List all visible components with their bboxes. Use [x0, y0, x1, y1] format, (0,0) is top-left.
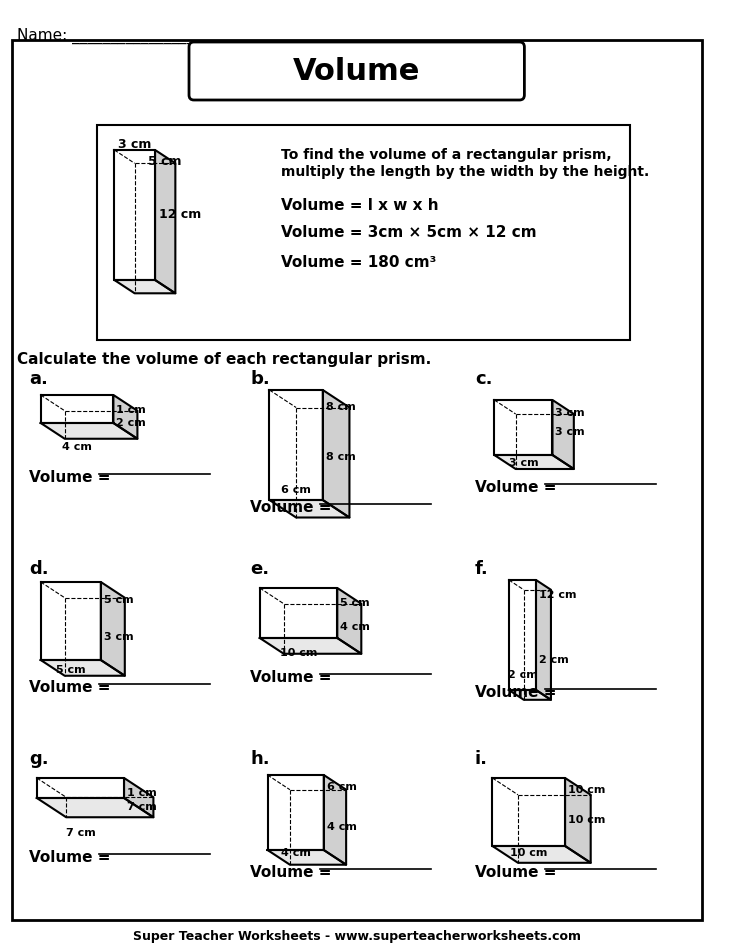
FancyBboxPatch shape — [189, 42, 524, 100]
Polygon shape — [565, 778, 591, 863]
Text: 5 cm: 5 cm — [340, 598, 370, 608]
Text: 7 cm: 7 cm — [127, 802, 157, 812]
Text: 10 cm: 10 cm — [280, 648, 317, 658]
Text: 6 cm: 6 cm — [327, 782, 356, 792]
Text: Super Teacher Worksheets - www.superteacherworksheets.com: Super Teacher Worksheets - www.superteac… — [132, 930, 581, 943]
Polygon shape — [324, 775, 346, 864]
Text: 3 cm: 3 cm — [118, 138, 152, 151]
Text: 2 cm: 2 cm — [116, 418, 146, 428]
Text: To find the volume of a rectangular prism,: To find the volume of a rectangular pris… — [281, 148, 612, 162]
Text: Volume =: Volume = — [29, 470, 116, 485]
Text: g.: g. — [29, 750, 49, 768]
Text: 4 cm: 4 cm — [280, 848, 311, 858]
Text: 5 cm: 5 cm — [149, 155, 182, 169]
Text: Volume = 3cm × 5cm × 12 cm: Volume = 3cm × 5cm × 12 cm — [281, 225, 537, 240]
Text: 2 cm: 2 cm — [508, 670, 537, 680]
Text: b.: b. — [250, 370, 270, 388]
Text: Volume =: Volume = — [29, 680, 116, 695]
Text: h.: h. — [250, 750, 269, 768]
Polygon shape — [37, 778, 124, 798]
Polygon shape — [40, 582, 101, 660]
Polygon shape — [267, 775, 324, 850]
Text: 10 cm: 10 cm — [568, 785, 606, 795]
Text: 3 cm: 3 cm — [556, 427, 585, 437]
Polygon shape — [40, 395, 113, 423]
Text: 4 cm: 4 cm — [340, 622, 370, 632]
Text: 3 cm: 3 cm — [509, 458, 538, 468]
Text: Volume =: Volume = — [475, 865, 562, 880]
Polygon shape — [269, 390, 323, 500]
Text: Volume = 180 cm³: Volume = 180 cm³ — [281, 255, 436, 270]
Polygon shape — [114, 150, 155, 280]
Text: Volume =: Volume = — [250, 670, 337, 685]
Text: Volume = l x w x h: Volume = l x w x h — [281, 198, 439, 213]
Text: 1 cm: 1 cm — [116, 405, 146, 415]
Polygon shape — [337, 588, 361, 654]
Polygon shape — [269, 500, 350, 518]
Text: Calculate the volume of each rectangular prism.: Calculate the volume of each rectangular… — [18, 352, 432, 367]
Text: 4 cm: 4 cm — [327, 822, 356, 832]
Text: 8 cm: 8 cm — [326, 402, 355, 412]
Polygon shape — [492, 778, 565, 846]
Polygon shape — [323, 390, 350, 518]
Text: 4 cm: 4 cm — [62, 442, 92, 452]
Polygon shape — [509, 580, 536, 690]
Text: e.: e. — [250, 560, 269, 578]
Polygon shape — [536, 580, 551, 700]
Polygon shape — [509, 690, 551, 700]
Polygon shape — [155, 150, 175, 293]
Text: Volume =: Volume = — [29, 850, 116, 865]
Text: Name: _______________________: Name: _______________________ — [18, 28, 248, 44]
Polygon shape — [553, 400, 574, 469]
Polygon shape — [101, 582, 125, 676]
Text: Volume =: Volume = — [250, 500, 337, 515]
Text: i.: i. — [475, 750, 488, 768]
Text: Volume =: Volume = — [475, 480, 562, 495]
Polygon shape — [124, 778, 153, 817]
Text: 1 cm: 1 cm — [127, 788, 157, 798]
Polygon shape — [267, 850, 346, 864]
Bar — [97, 125, 630, 340]
Text: multiply the length by the width by the height.: multiply the length by the width by the … — [281, 165, 649, 179]
Text: 12 cm: 12 cm — [539, 590, 576, 600]
Text: c.: c. — [475, 370, 492, 388]
Text: Volume: Volume — [293, 57, 420, 87]
Text: 2 cm: 2 cm — [539, 655, 569, 665]
Text: 12 cm: 12 cm — [159, 208, 201, 222]
Polygon shape — [37, 798, 153, 817]
Text: 10 cm: 10 cm — [510, 848, 548, 858]
Polygon shape — [40, 423, 138, 439]
Text: 3 cm: 3 cm — [556, 408, 585, 418]
Text: 8 cm: 8 cm — [326, 452, 355, 462]
Polygon shape — [114, 280, 175, 293]
Polygon shape — [492, 846, 591, 863]
Polygon shape — [260, 588, 337, 638]
Text: 6 cm: 6 cm — [281, 485, 311, 495]
Polygon shape — [40, 660, 125, 676]
Text: 5 cm: 5 cm — [56, 665, 85, 675]
Text: 10 cm: 10 cm — [568, 815, 606, 825]
Polygon shape — [113, 395, 138, 439]
Text: a.: a. — [29, 370, 48, 388]
Text: 5 cm: 5 cm — [104, 595, 133, 605]
Polygon shape — [495, 400, 553, 455]
Polygon shape — [260, 638, 361, 654]
Text: f.: f. — [475, 560, 489, 578]
Text: Volume =: Volume = — [475, 685, 562, 700]
Text: d.: d. — [29, 560, 49, 578]
Text: 7 cm: 7 cm — [66, 828, 96, 838]
Text: Volume =: Volume = — [250, 865, 337, 880]
Polygon shape — [495, 455, 574, 469]
Text: 3 cm: 3 cm — [104, 632, 133, 642]
